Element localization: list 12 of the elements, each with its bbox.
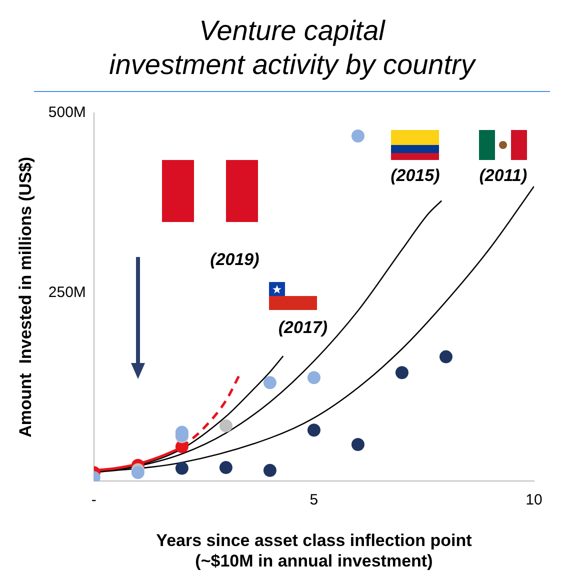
y-axis-title: Amount Invested in millions (US$) (16, 156, 35, 438)
x-tick-label: 10 (526, 491, 542, 508)
y-tick-label: 250M (48, 284, 86, 301)
annotation: (2017) (277, 317, 329, 340)
x-tick-label: 5 (310, 491, 318, 508)
y-tick-label: 500M (48, 104, 86, 122)
annotation: (2019) (209, 249, 260, 272)
chart-title: Venture capital investment activity by country (108, 14, 478, 82)
annotation: (2015) (390, 164, 441, 187)
x-tick-label: - (91, 491, 96, 508)
annotation: (2011) (478, 164, 528, 187)
x-axis-title: Years since asset class inflection point (~$10M in annual investment) (156, 531, 472, 570)
